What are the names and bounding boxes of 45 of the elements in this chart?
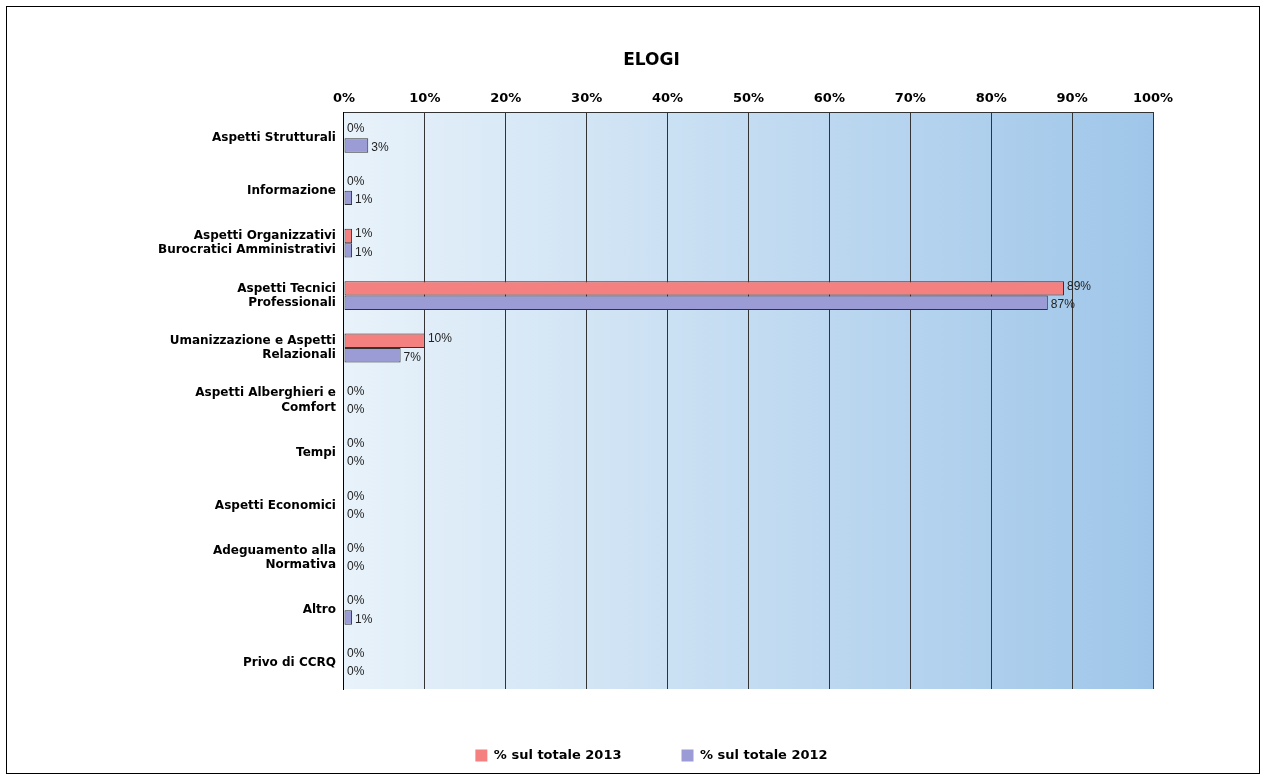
data-label: 0% — [346, 664, 365, 679]
x-tick-label: 10% — [409, 89, 441, 105]
legend-label: % sul totale 2012 — [700, 746, 828, 762]
data-label: 0% — [346, 645, 365, 660]
data-label: 0% — [346, 436, 365, 451]
data-label: 0% — [346, 454, 365, 469]
data-label: 3% — [371, 139, 389, 154]
x-tick-label: 30% — [571, 89, 603, 105]
data-label: 10% — [427, 331, 453, 346]
data-label: 0% — [346, 506, 365, 521]
x-tick-label: 20% — [490, 89, 522, 105]
data-label: 1% — [355, 244, 373, 259]
data-label: 1% — [355, 192, 373, 207]
x-tick-label: 100% — [1132, 89, 1174, 105]
y-tick-label: Aspetti Strutturali — [211, 130, 336, 145]
y-tick-label: Aspetti Tecnici Professionali — [237, 280, 336, 309]
x-tick-label: 40% — [652, 89, 684, 105]
x-tick-label: 0% — [332, 89, 356, 105]
y-tick-label: Privo di CCRQ — [242, 654, 336, 669]
data-label: 0% — [346, 173, 365, 188]
y-tick-label: Aspetti Organizzativi Burocratici Amministrativi — [157, 228, 336, 257]
data-label: 0% — [346, 383, 365, 398]
x-tick-label: 50% — [732, 89, 765, 105]
legend-label: % sul totale 2013 — [493, 746, 622, 762]
y-tick-label: Umanizzazione e Aspetti Relazionali — [169, 332, 336, 362]
y-tick-label: Aspetti Economici — [214, 497, 336, 512]
x-tick-label: 60% — [813, 89, 845, 105]
data-label: 0% — [346, 121, 365, 136]
y-tick-label: Adeguamento alla Normativa — [212, 542, 336, 572]
data-label: 1% — [355, 226, 373, 241]
data-label: 0% — [346, 488, 365, 503]
data-label: 0% — [346, 593, 365, 608]
data-label: 1% — [355, 611, 373, 626]
data-label: 0% — [346, 540, 365, 555]
y-tick-label: Altro — [302, 602, 336, 617]
x-tick-label: 80% — [975, 89, 1007, 105]
data-label: 0% — [346, 402, 365, 417]
data-label: 7% — [403, 349, 422, 364]
data-label: 0% — [346, 559, 365, 574]
y-tick-label: Informazione — [246, 182, 336, 197]
x-tick-label: 70% — [894, 89, 926, 105]
x-tick-label: 90% — [1056, 89, 1088, 105]
y-tick-label: Tempi — [296, 445, 336, 460]
chart-title: ELOGI — [623, 48, 680, 69]
y-tick-label: Aspetti Alberghieri e Comfort — [195, 385, 337, 414]
